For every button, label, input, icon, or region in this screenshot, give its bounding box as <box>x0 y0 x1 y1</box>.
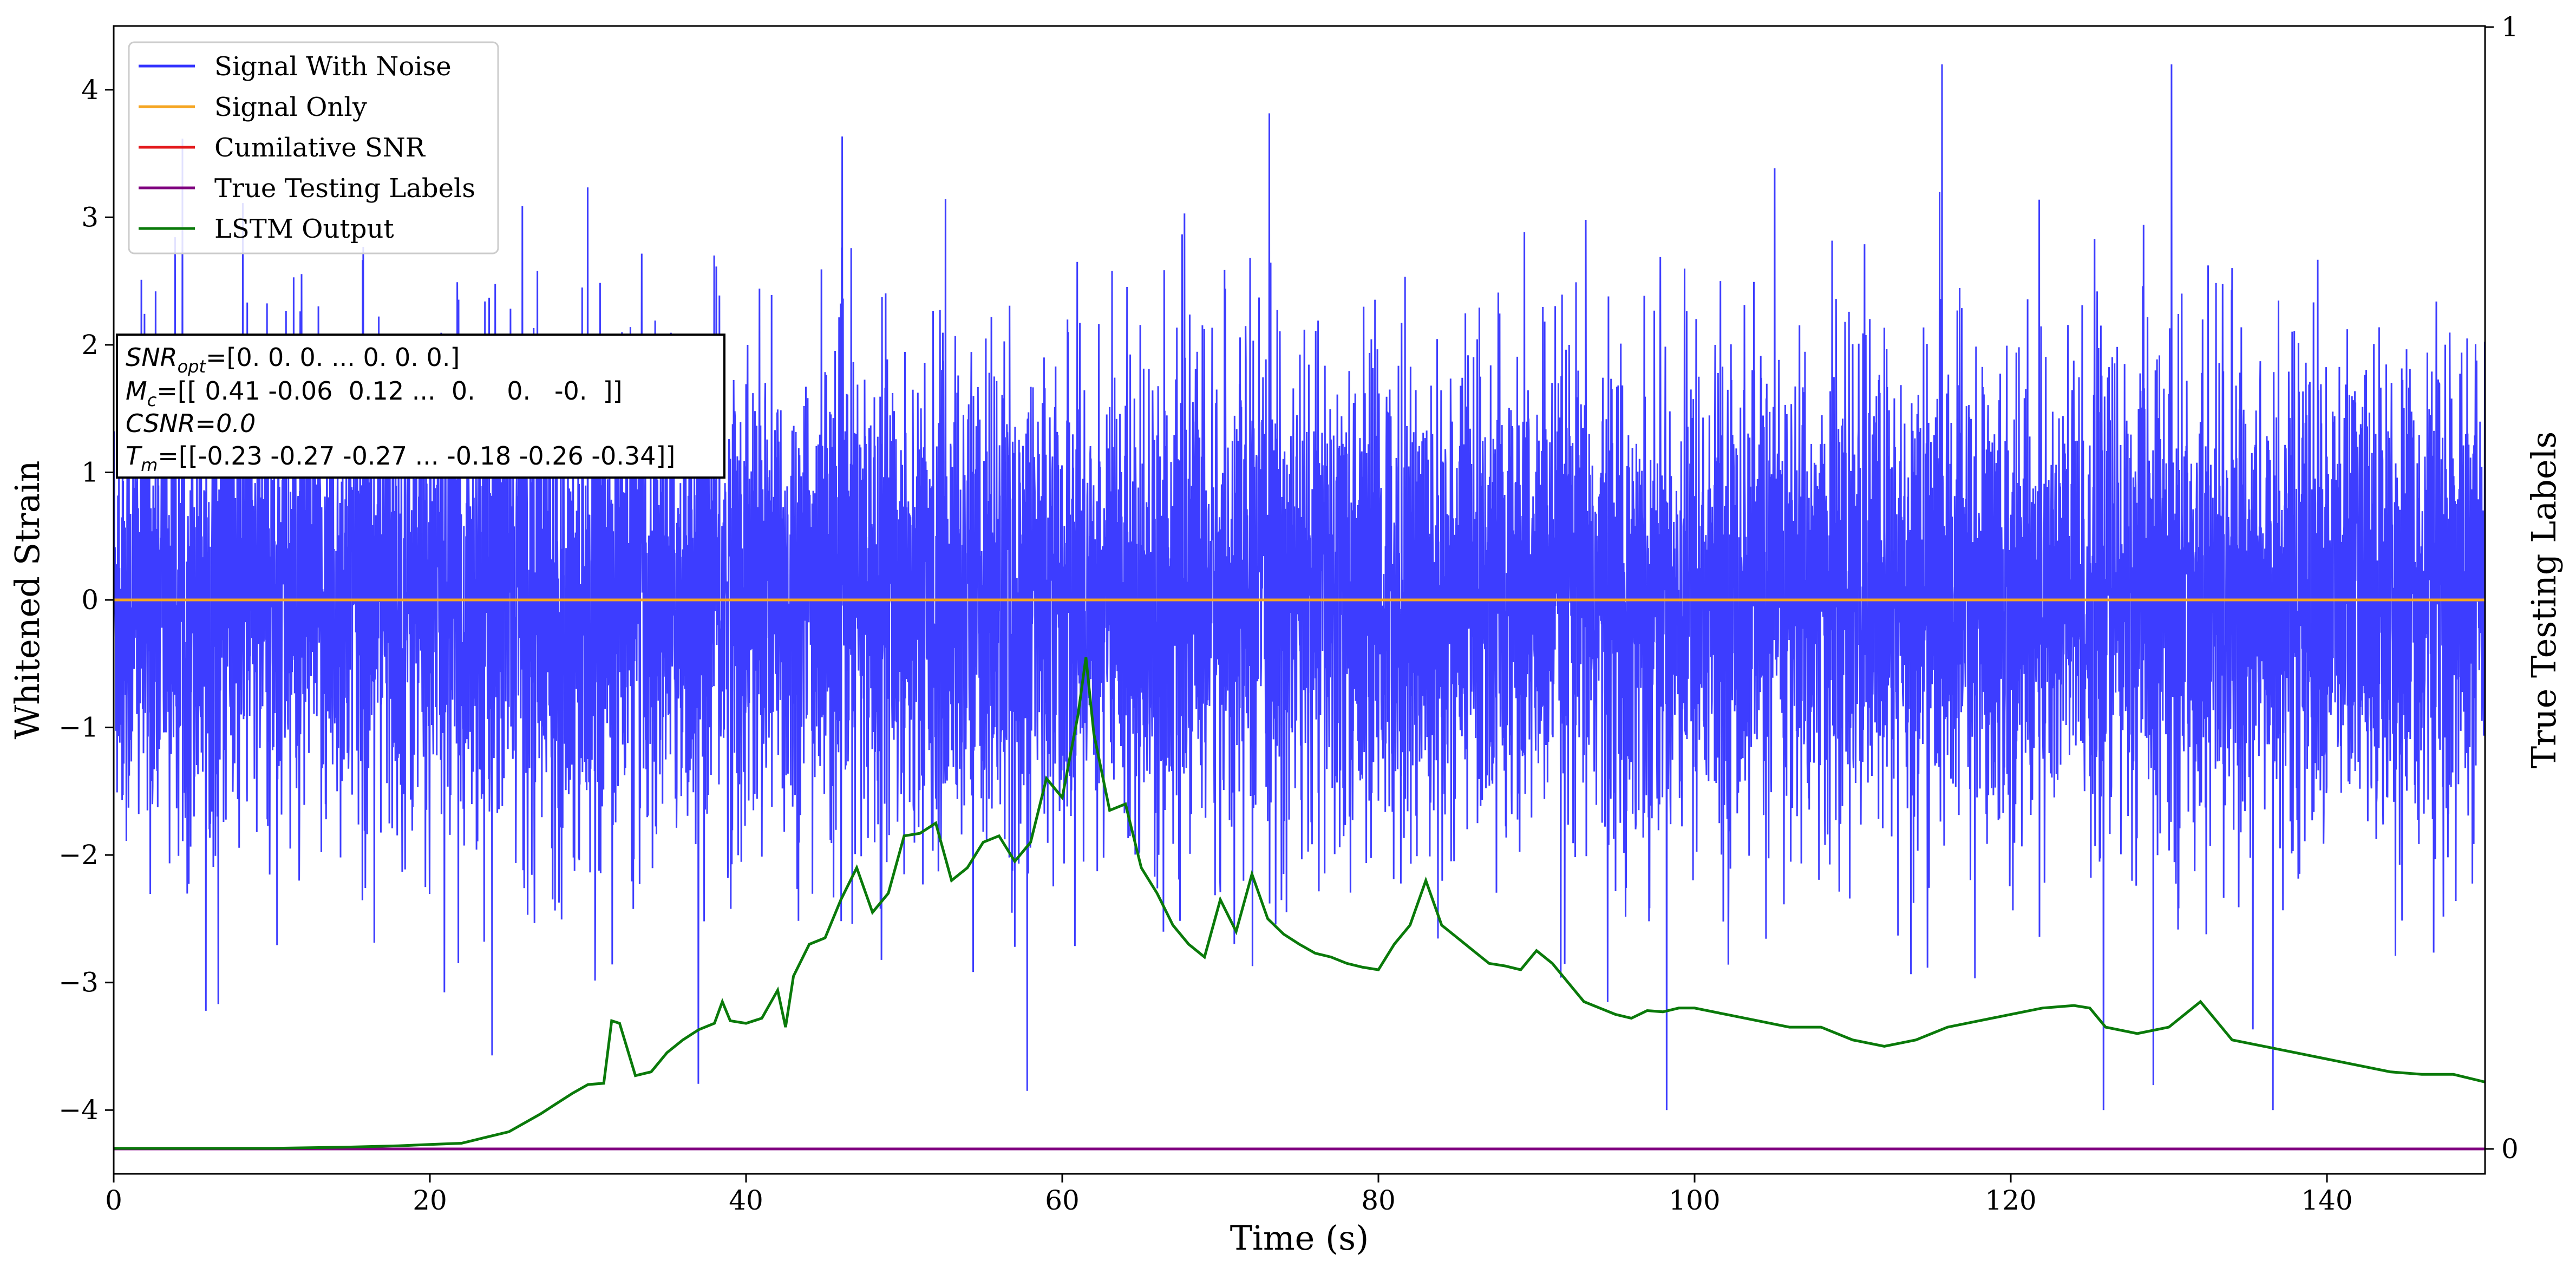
x-tick-label: 0 <box>105 1185 122 1216</box>
y-tick-label: −1 <box>58 712 99 743</box>
legend-label: LSTM Output <box>214 214 394 244</box>
annotation-box: SNRopt=[0. 0. 0. ... 0. 0. 0.] Mc=[[ 0.4… <box>116 334 725 479</box>
x-tick-label: 140 <box>2301 1185 2352 1216</box>
y-tick-label: −2 <box>58 839 99 871</box>
annotation-line-snr-opt: SNRopt=[0. 0. 0. ... 0. 0. 0.] <box>126 343 460 377</box>
lstm-output-line <box>114 657 2485 1150</box>
x-tick-label: 100 <box>1669 1185 1720 1216</box>
x-tick-label: 120 <box>1985 1185 2036 1216</box>
y-tick-label: 2 <box>81 329 99 361</box>
y-tick-label: −4 <box>58 1094 99 1126</box>
legend-box <box>128 41 499 254</box>
signal-with-noise-series <box>114 64 2485 1110</box>
y-tick-label: 0 <box>81 584 99 616</box>
legend: Signal With Noise Signal Only Cumilative S… <box>128 41 499 254</box>
signal-with-noise-line <box>114 64 2485 1110</box>
series-lines <box>114 598 2485 1151</box>
annotation-line-tm: Tm=[[-0.23 -0.27 -0.27 ... -0.18 -0.26 -… <box>126 441 675 475</box>
x-tick-label: 60 <box>1045 1185 1080 1216</box>
legend-label: True Testing Labels <box>214 173 475 204</box>
y2-tick-label: 0 <box>2501 1133 2519 1165</box>
y2-axis-label: True Testing Labels <box>2524 432 2564 769</box>
y-axis-label: Whitened Strain <box>8 461 47 740</box>
legend-label: Cumilative SNR <box>214 133 426 163</box>
annotation-line-csnr: CSNR=0.0 <box>126 409 256 438</box>
y-tick-label: 1 <box>81 456 99 488</box>
x-tick-label: 80 <box>1361 1185 1396 1216</box>
y-tick-label: 4 <box>81 74 99 106</box>
y-tick-label: 3 <box>81 201 99 233</box>
annotation-frame <box>116 334 725 479</box>
y2-tick-label: 1 <box>2501 11 2519 43</box>
legend-label: Signal Only <box>214 92 367 122</box>
y-tick-label: −3 <box>58 967 99 998</box>
x-tick-label: 40 <box>729 1185 763 1216</box>
legend-label: Signal With Noise <box>214 51 452 82</box>
annotation-line-mc: Mc=[[ 0.41 -0.06 0.12 ... 0. 0. -0. ]] <box>126 376 623 410</box>
x-tick-label: 20 <box>413 1185 447 1216</box>
x-axis-label: Time (s) <box>1230 1218 1369 1258</box>
